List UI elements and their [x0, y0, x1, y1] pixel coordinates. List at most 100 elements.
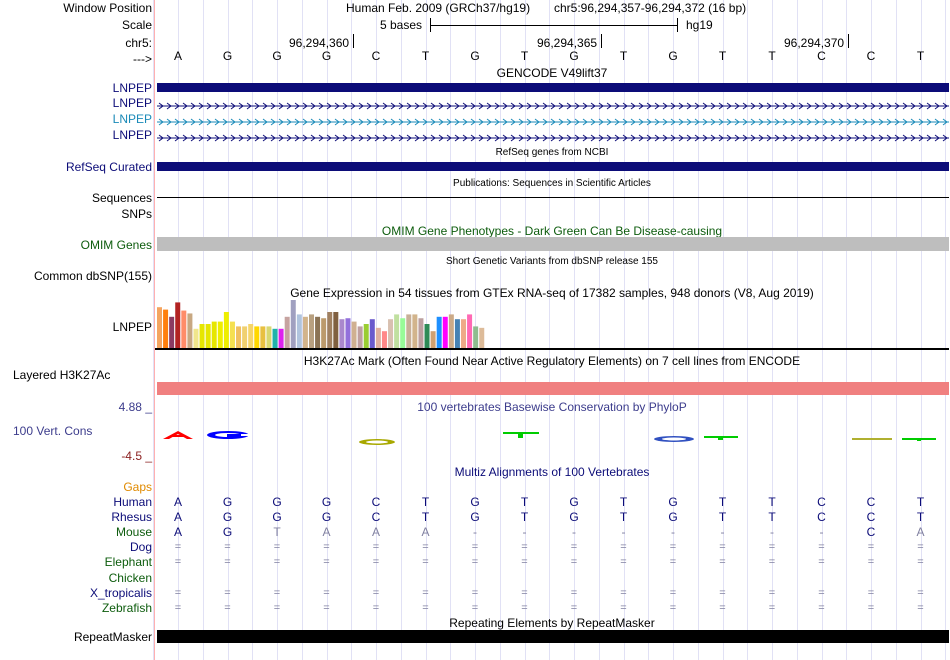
gtex-tissue-bar[interactable] — [430, 331, 436, 348]
gtex-tissue-bar[interactable] — [363, 324, 369, 348]
gtex-tissue-bar[interactable] — [339, 319, 345, 348]
repeatmasker-label[interactable]: RepeatMasker — [73, 630, 152, 644]
gtex-tissue-bar[interactable] — [223, 312, 229, 348]
multiz-species-label[interactable]: Zebrafish — [101, 600, 152, 615]
gtex-tissue-bar[interactable] — [351, 321, 357, 348]
gtex-tissue-bar[interactable] — [369, 319, 375, 348]
gtex-tissue-bar[interactable] — [381, 331, 387, 348]
gtex-label[interactable]: LNPEP — [112, 320, 152, 334]
multiz-species-label[interactable]: Human — [113, 495, 152, 509]
gtex-tissue-bar[interactable] — [436, 316, 442, 348]
gridline — [673, 0, 674, 660]
gencode-transcript-1[interactable] — [157, 83, 949, 92]
phylop-logo-plot[interactable] — [155, 424, 949, 450]
gtex-tissue-bar[interactable] — [266, 326, 272, 348]
multiz-species-label[interactable]: X_tropicalis — [89, 585, 152, 600]
multiz-species-label[interactable]: Mouse — [115, 525, 152, 540]
multiz-species-label[interactable]: Rhesus — [111, 510, 152, 525]
gtex-tissue-bar[interactable] — [412, 314, 418, 348]
gencode-row-label-3[interactable]: LNPEP — [112, 112, 152, 126]
multiz-species-label[interactable]: Chicken — [108, 570, 152, 585]
gtex-tissue-bar[interactable] — [448, 314, 454, 348]
gtex-tissue-bar[interactable] — [302, 316, 308, 348]
publications-snps-label[interactable]: SNPs — [121, 207, 152, 221]
gencode-transcript-2[interactable] — [157, 98, 949, 111]
gridline — [499, 0, 501, 660]
gtex-tissue-bar[interactable] — [248, 324, 254, 348]
gtex-tissue-bar[interactable] — [193, 328, 199, 348]
multiz-base: = — [570, 541, 578, 554]
gtex-tissue-bar[interactable] — [284, 316, 290, 348]
multiz-species-label[interactable]: Dog — [129, 540, 152, 555]
multiz-base: G — [272, 495, 282, 509]
gtex-tissue-bar[interactable] — [315, 316, 321, 348]
gtex-tissue-bar[interactable] — [157, 307, 162, 348]
gtex-tissue-bar[interactable] — [394, 314, 400, 348]
repeatmasker-element[interactable] — [157, 630, 949, 643]
gtex-tissue-bar[interactable] — [333, 312, 339, 348]
gtex-tissue-bar[interactable] — [357, 326, 363, 348]
multiz-base: G — [222, 525, 233, 540]
refseq-label[interactable]: RefSeq Curated — [65, 160, 152, 174]
multiz-gaps-label[interactable]: Gaps — [123, 480, 152, 494]
omim-gene-bar[interactable] — [157, 237, 949, 251]
gtex-tissue-bar[interactable] — [272, 328, 278, 348]
gtex-tissue-bar[interactable] — [205, 324, 211, 348]
gtex-tissue-bar[interactable] — [479, 327, 485, 348]
gtex-tissue-bar[interactable] — [163, 309, 169, 348]
gtex-tissue-bar[interactable] — [254, 326, 260, 348]
gencode-row-label-2[interactable]: LNPEP — [112, 96, 152, 110]
gtex-tissue-bar[interactable] — [467, 314, 473, 348]
gtex-tissue-bar[interactable] — [181, 310, 187, 348]
gtex-tissue-bar[interactable] — [217, 321, 223, 348]
gencode-row-label-4[interactable]: LNPEP — [112, 128, 152, 142]
gencode-transcript-4[interactable] — [157, 130, 949, 143]
gtex-bar-chart[interactable] — [155, 298, 949, 350]
reference-base: G — [272, 49, 282, 63]
refseq-transcript[interactable] — [157, 162, 949, 171]
h3k27ac-label[interactable]: Layered H3K27Ac — [13, 368, 111, 382]
multiz-species-label[interactable]: Elephant — [104, 555, 152, 570]
scale-label: Scale — [121, 18, 152, 32]
gtex-tissue-bar[interactable] — [260, 326, 266, 348]
omim-label[interactable]: OMIM Genes — [80, 238, 152, 252]
gtex-tissue-bar[interactable] — [388, 319, 394, 348]
phylop-label[interactable]: 100 Vert. Cons — [13, 424, 93, 438]
gtex-tissue-bar[interactable] — [442, 316, 448, 348]
gtex-tissue-bar[interactable] — [345, 318, 351, 348]
gtex-tissue-bar[interactable] — [406, 314, 412, 348]
gtex-tissue-bar[interactable] — [211, 321, 217, 348]
gtex-tissue-bar[interactable] — [290, 300, 296, 348]
reference-base: G — [222, 49, 233, 63]
gtex-tissue-bar[interactable] — [473, 326, 479, 348]
coordinates-text[interactable]: chr5:96,294,357-96,294,372 (16 bp) — [554, 1, 747, 15]
gtex-tissue-bar[interactable] — [418, 318, 424, 348]
gencode-transcript-3[interactable] — [157, 114, 949, 127]
gtex-tissue-bar[interactable] — [400, 318, 406, 348]
gtex-tissue-bar[interactable] — [236, 326, 242, 348]
gtex-tissue-bar[interactable] — [461, 319, 466, 348]
gtex-tissue-bar[interactable] — [327, 312, 333, 348]
gtex-tissue-bar[interactable] — [375, 327, 381, 348]
multiz-base: C — [817, 510, 826, 525]
gtex-tissue-bar[interactable] — [454, 319, 460, 348]
publications-sequences-label[interactable]: Sequences — [91, 191, 152, 205]
gtex-tissue-bar[interactable] — [229, 321, 235, 348]
gtex-tissue-bar[interactable] — [278, 328, 284, 348]
gtex-tissue-bar[interactable] — [321, 318, 327, 348]
multiz-base: = — [768, 586, 776, 599]
gtex-tissue-bar[interactable] — [424, 324, 430, 348]
h3k27ac-signal[interactable] — [157, 382, 949, 395]
intron-arrows-2 — [157, 101, 949, 111]
gtex-tissue-bar[interactable] — [169, 316, 175, 348]
gtex-tissue-bar[interactable] — [187, 313, 193, 348]
gtex-tissue-bar[interactable] — [242, 326, 248, 348]
gtex-tissue-bar[interactable] — [199, 324, 205, 348]
gencode-row-label-1[interactable]: LNPEP — [112, 81, 152, 95]
gridline — [623, 0, 625, 660]
gtex-tissue-bar[interactable] — [309, 314, 314, 348]
dbsnp-label[interactable]: Common dbSNP(155) — [33, 269, 152, 283]
gtex-tissue-bar[interactable] — [296, 314, 302, 348]
gtex-tissue-bar[interactable] — [175, 302, 181, 348]
